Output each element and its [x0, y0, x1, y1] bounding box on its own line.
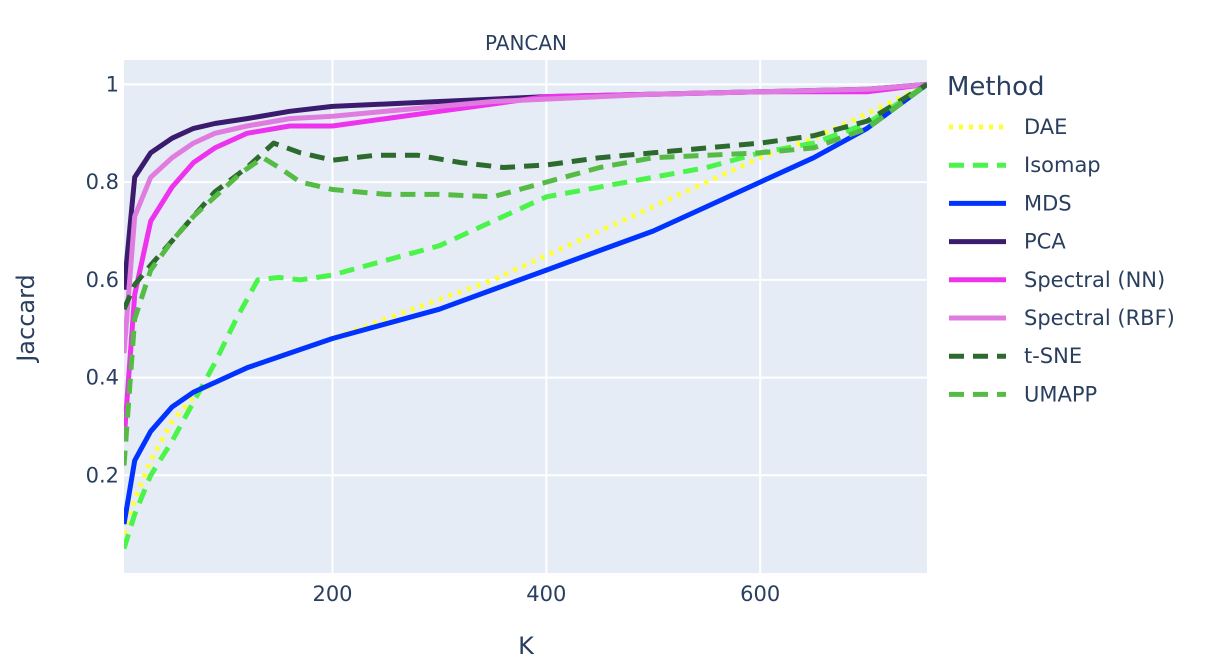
- legend-title: Method: [947, 72, 1045, 102]
- legend-label: UMAPP: [1024, 382, 1097, 406]
- legend-items: DAE Isomap MDS PCA Spectral (NN) Spectral (RB…: [949, 115, 1175, 406]
- legend-item[interactable]: Isomap: [949, 153, 1101, 177]
- y-tick-label: 0.2: [86, 463, 119, 487]
- series-line-spectral-rbf: [124, 81, 927, 354]
- y-tick-label: 1: [106, 72, 119, 96]
- y-axis-label: Jaccard: [12, 274, 40, 364]
- series-line-mds: [124, 82, 927, 525]
- plot-area: [124, 60, 927, 573]
- x-tick-label: 400: [526, 582, 566, 606]
- legend-label: Spectral (NN): [1024, 268, 1165, 292]
- legend: Method DAE Isomap MDS PCA Spectral (NN) Spect…: [947, 72, 1175, 406]
- legend-item[interactable]: PCA: [949, 230, 1066, 254]
- legend-item[interactable]: UMAPP: [949, 382, 1097, 406]
- chart-title: PANCAN: [485, 31, 567, 55]
- legend-label: MDS: [1024, 191, 1072, 215]
- series-line-umapp: [124, 82, 927, 466]
- series-lines: [124, 81, 927, 550]
- x-axis-ticks: 200 400 600: [312, 582, 780, 606]
- y-tick-label: 0.8: [86, 170, 119, 194]
- y-tick-label: 0.4: [86, 366, 119, 390]
- legend-label: DAE: [1024, 115, 1067, 139]
- series-line-dae: [124, 82, 927, 535]
- legend-label: t-SNE: [1024, 344, 1082, 368]
- legend-item[interactable]: MDS: [949, 191, 1072, 215]
- legend-item[interactable]: DAE: [949, 115, 1067, 139]
- series-line-isomap: [124, 82, 927, 550]
- legend-item[interactable]: Spectral (RBF): [949, 306, 1175, 330]
- legend-label: Isomap: [1024, 153, 1101, 177]
- x-tick-label: 600: [740, 582, 780, 606]
- y-tick-label: 0.6: [86, 268, 119, 292]
- legend-item[interactable]: Spectral (NN): [949, 268, 1165, 292]
- legend-label: Spectral (RBF): [1024, 306, 1175, 330]
- x-tick-label: 200: [312, 582, 352, 606]
- y-axis-ticks: 0.2 0.4 0.6 0.8 1: [86, 72, 119, 487]
- x-axis-label: K: [518, 632, 535, 660]
- legend-label: PCA: [1024, 230, 1066, 254]
- legend-item[interactable]: t-SNE: [949, 344, 1082, 368]
